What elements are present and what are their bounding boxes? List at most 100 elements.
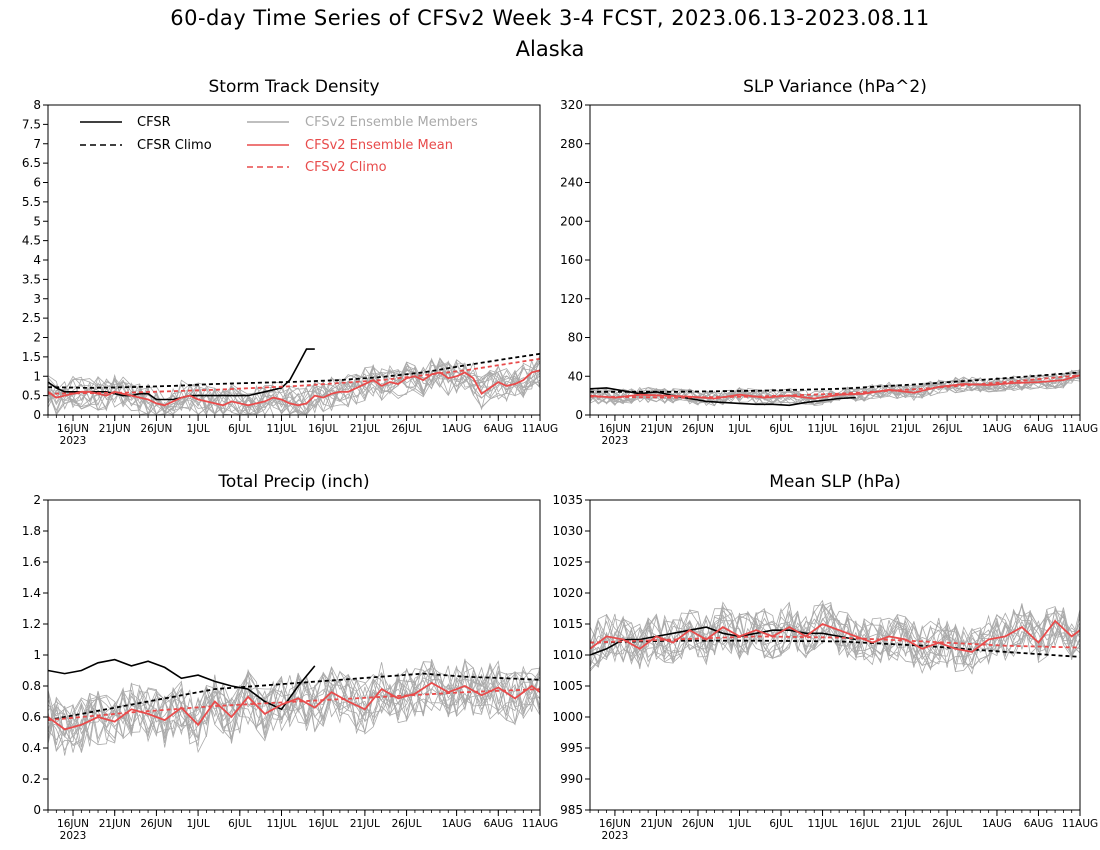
y-tick-label: 1020 — [552, 586, 583, 600]
y-tick-label: 3 — [33, 292, 41, 306]
y-tick-label: 1035 — [552, 493, 583, 507]
x-tick-label: 1AUG — [442, 423, 472, 435]
y-tick-label: 0.2 — [22, 772, 41, 786]
y-tick-label: 0.4 — [22, 741, 41, 755]
ensemble-member-line — [589, 369, 1081, 406]
series-cfsr-climo — [47, 672, 541, 721]
y-tick-label: 0.6 — [22, 710, 41, 724]
x-tick-label: 1JUL — [728, 818, 751, 830]
ensemble-members — [47, 354, 541, 416]
x-tick-label: 1JUL — [186, 818, 209, 830]
y-tick-label: 2 — [33, 493, 41, 507]
y-tick-label: 1010 — [552, 648, 583, 662]
x-tick-label: 11JUL — [808, 818, 838, 830]
plot-frame — [47, 499, 541, 811]
y-tick-label: 1.8 — [22, 524, 41, 538]
x-tick-label: 11AUG — [522, 818, 558, 830]
panel-title: SLP Variance (hPa^2) — [743, 77, 927, 97]
y-tick-label: 7 — [33, 137, 41, 151]
chart-legend: CFSR CFSR Climo CFSv2 Ensemble Members CFSv… — [80, 115, 478, 175]
y-tick-label: 5 — [33, 214, 41, 228]
y-tick-label: 1 — [33, 369, 41, 383]
x-tick-label: 21JUN — [99, 818, 131, 830]
x-tick-label: 21JUN — [99, 423, 131, 435]
y-tick-label: 320 — [560, 98, 583, 112]
legend-label: CFSv2 Ensemble Mean — [305, 138, 453, 153]
ensemble-member-line — [589, 603, 1081, 670]
ensemble-member-line — [47, 361, 541, 415]
y-tick-label: 3.5 — [22, 272, 41, 286]
x-tick-label: 26JUL — [932, 818, 962, 830]
panel-slp-variance: SLP Variance (hPa^2) 0 40 80 120 160 200 240 280… — [560, 77, 1098, 447]
x-tick-label: 16JUL — [308, 818, 338, 830]
legend-label: CFSv2 Ensemble Members — [305, 115, 478, 130]
y-tick-label: 4 — [33, 253, 41, 267]
x-tick-label: 1AUG — [442, 818, 472, 830]
ensemble-member-line — [47, 354, 541, 416]
x-tick-label: 26JUL — [392, 423, 422, 435]
y-tick-label: 5.5 — [22, 195, 41, 209]
y-tick-label: 985 — [560, 803, 583, 817]
y-tick-label: 0 — [33, 408, 41, 422]
y-tick-label: 1 — [33, 648, 41, 662]
legend-label: CFSv2 Climo — [305, 160, 387, 175]
series-cfsv2-ensemble-mean — [47, 681, 541, 731]
x-tick-label: 21JUL — [891, 818, 921, 830]
ensemble-member-line — [47, 659, 541, 745]
x-tick-label: 16JUN — [57, 818, 89, 830]
x-tick-label: 11AUG — [522, 423, 558, 435]
x-tick-label: 16JUL — [849, 423, 879, 435]
series-cfsr-climo — [590, 371, 1081, 393]
x-tick-label: 16JUN — [599, 818, 631, 830]
y-tick-label: 995 — [560, 741, 583, 755]
x-tick-label: 11AUG — [1062, 423, 1098, 435]
y-tick-label: 1005 — [552, 679, 583, 693]
x-tick-label: 16JUL — [849, 818, 879, 830]
region-title: Alaska — [515, 37, 585, 61]
legend-label: CFSR Climo — [137, 138, 212, 153]
x-tick-label: 6AUG — [483, 818, 513, 830]
panel-title: Total Precip (inch) — [217, 472, 369, 492]
x-tick-label: 6AUG — [1024, 818, 1054, 830]
ensemble-member-line — [47, 668, 541, 753]
ensemble-member-line — [589, 377, 1081, 406]
panel-mean-slp: Mean SLP (hPa) 985 990 995 1000 1005 1010 1015 1… — [552, 472, 1098, 842]
ensemble-member-line — [47, 661, 541, 752]
y-tick-label: 1.6 — [22, 555, 41, 569]
x-tick-label: 26JUN — [140, 423, 172, 435]
ensemble-member-line — [47, 360, 541, 416]
x-tick-label: 21JUL — [350, 423, 380, 435]
y-tick-label: 2 — [33, 331, 41, 345]
y-tick-label: 1.4 — [22, 586, 41, 600]
x-tick-label: 16JUN — [599, 423, 631, 435]
x-tick-label: 26JUL — [392, 818, 422, 830]
x-tick-label: 21JUL — [350, 818, 380, 830]
y-tick-label: 280 — [560, 137, 583, 151]
ensemble-member-line — [47, 355, 541, 416]
legend-label: CFSR — [137, 115, 171, 130]
y-tick-label: 1030 — [552, 524, 583, 538]
panel-total-precip: Total Precip (inch) 0 0.2 0.4 0.6 0.8 1 1.2 1.4 1… — [22, 472, 558, 842]
x-tick-label: 26JUN — [682, 423, 714, 435]
x-tick-label: 11JUL — [266, 818, 296, 830]
ensemble-member-line — [47, 658, 541, 748]
series-cfsv2-ensemble-mean — [589, 619, 1081, 653]
series-cfsr — [47, 658, 316, 711]
y-tick-label: 7.5 — [22, 117, 41, 131]
x-tick-label: 6JUL — [769, 818, 792, 830]
x-tick-label: 11JUL — [808, 423, 838, 435]
ensemble-member-line — [47, 665, 541, 753]
y-tick-label: 1000 — [552, 710, 583, 724]
panel-title: Mean SLP (hPa) — [769, 472, 901, 492]
ensemble-member-line — [47, 357, 541, 416]
x-year-label: 2023 — [60, 435, 87, 447]
ensemble-member-line — [589, 612, 1081, 674]
x-tick-label: 1AUG — [982, 423, 1012, 435]
series-cfsr — [589, 387, 856, 407]
x-year-label: 2023 — [602, 435, 629, 447]
ensemble-members — [47, 658, 541, 756]
y-tick-label: 6 — [33, 176, 41, 190]
ensemble-members — [589, 369, 1081, 407]
y-tick-label: 200 — [560, 214, 583, 228]
